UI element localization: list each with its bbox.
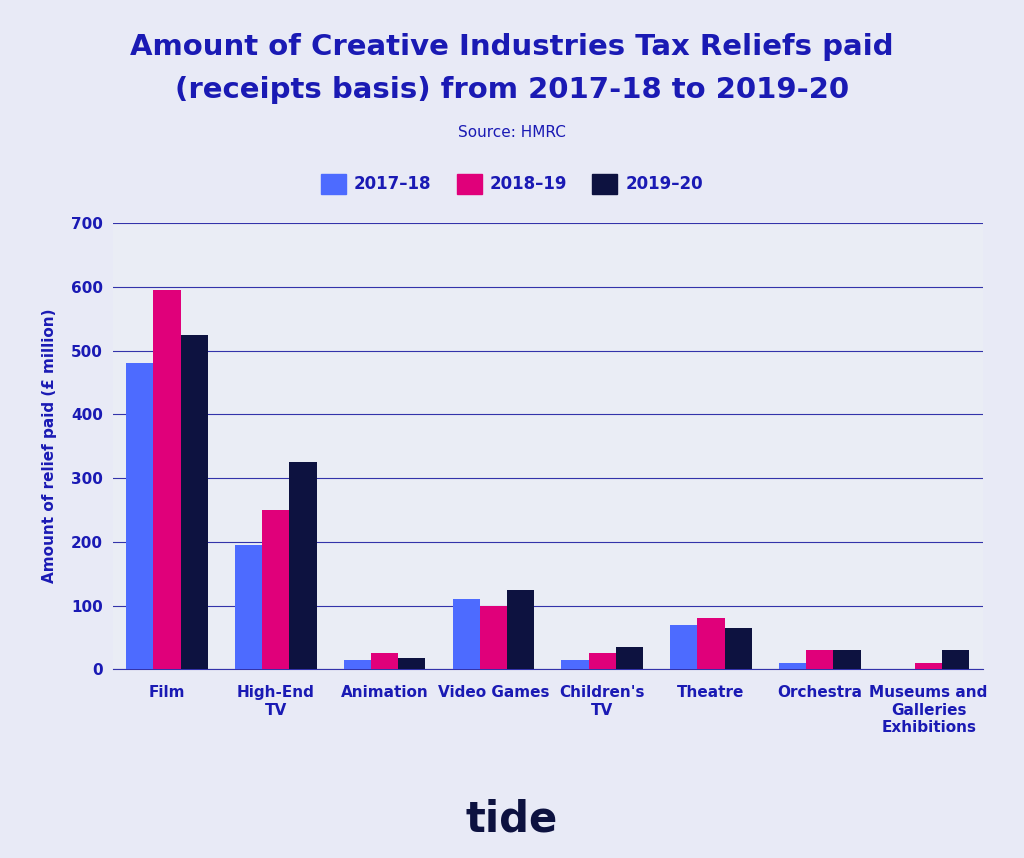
Text: Amount of Creative Industries Tax Reliefs paid: Amount of Creative Industries Tax Relief… [130, 33, 894, 61]
Bar [942, 650, 970, 669]
Text: (receipts basis) from 2017-18 to 2019-20: (receipts basis) from 2017-18 to 2019-20 [175, 76, 849, 104]
Bar [480, 606, 507, 669]
Y-axis label: Amount of relief paid (£ million): Amount of relief paid (£ million) [42, 309, 57, 583]
Bar [589, 653, 615, 669]
Legend: 2017–18, 2018–19, 2019–20: 2017–18, 2018–19, 2019–20 [314, 167, 710, 201]
Bar [453, 599, 480, 669]
Bar [154, 290, 180, 669]
Bar [806, 650, 834, 669]
Bar [615, 647, 643, 669]
Bar [262, 510, 290, 669]
Bar [371, 653, 398, 669]
Bar [236, 545, 262, 669]
Text: tide: tide [466, 799, 558, 840]
Bar [290, 462, 316, 669]
Bar [915, 663, 942, 669]
Bar [126, 363, 154, 669]
Bar [561, 660, 589, 669]
Bar [725, 628, 752, 669]
Text: Source: HMRC: Source: HMRC [458, 125, 566, 141]
Bar [697, 619, 725, 669]
Bar [779, 663, 806, 669]
Bar [671, 625, 697, 669]
Bar [507, 589, 535, 669]
Bar [834, 650, 860, 669]
Bar [398, 658, 425, 669]
Bar [180, 335, 208, 669]
Bar [344, 660, 371, 669]
